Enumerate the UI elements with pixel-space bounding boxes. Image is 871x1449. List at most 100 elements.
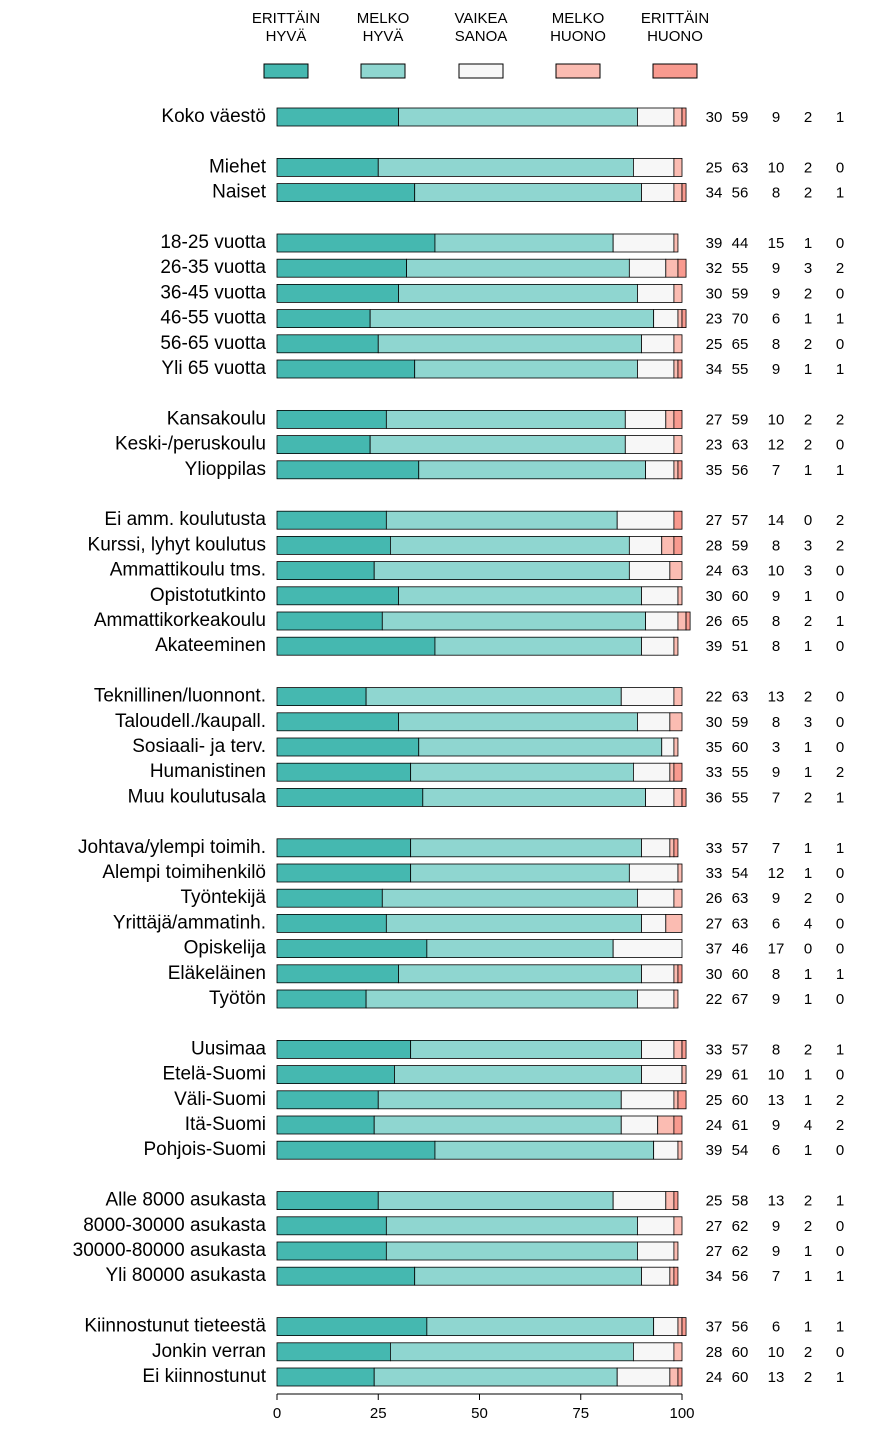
bar-segment <box>276 183 416 203</box>
bar-segment <box>645 460 675 480</box>
category-label: Työntekijä <box>180 887 266 908</box>
value-label: 1 <box>804 588 812 605</box>
category-label: Väli-Suomi <box>174 1089 266 1110</box>
bar-segment <box>276 359 416 379</box>
category-label: Taloudell./kaupall. <box>115 711 266 732</box>
bar-segment <box>681 107 687 127</box>
value-label: 12 <box>768 437 785 454</box>
bar-segment <box>673 636 679 656</box>
value-label: 2 <box>804 109 812 126</box>
bar-segment <box>276 107 399 127</box>
category-label: Ei amm. koulutusta <box>104 509 266 530</box>
bar-segment <box>645 611 679 631</box>
value-label: 2 <box>836 1117 844 1134</box>
bar-segment <box>673 107 683 127</box>
bar-segment <box>673 183 683 203</box>
value-label: 62 <box>732 1243 749 1260</box>
category-label: Akateeminen <box>155 635 266 656</box>
value-label: 9 <box>772 588 780 605</box>
bar-segment <box>385 1241 638 1261</box>
legend-label: VAIKEA SANOA <box>454 10 508 45</box>
x-tick-label: 75 <box>572 1405 589 1422</box>
bar-segment <box>276 1065 395 1084</box>
value-label: 59 <box>732 714 749 731</box>
bar-segment <box>673 334 683 354</box>
value-label: 56 <box>732 462 749 479</box>
bar-segment <box>276 510 387 530</box>
value-label: 61 <box>732 1117 749 1134</box>
value-label: 13 <box>768 689 785 706</box>
bar-segment <box>653 309 679 329</box>
bar-segment <box>276 611 383 631</box>
value-label: 1 <box>804 764 812 781</box>
bar-segment <box>677 460 683 480</box>
value-label: 7 <box>772 1268 780 1285</box>
legend-swatch <box>458 63 504 79</box>
value-label: 10 <box>768 563 785 580</box>
bar-segment <box>276 636 436 656</box>
value-label: 9 <box>772 1117 780 1134</box>
value-label: 34 <box>706 361 723 378</box>
bar-segment <box>276 586 399 606</box>
bar-segment <box>637 1216 675 1236</box>
bar-segment <box>276 1040 412 1059</box>
value-label: 9 <box>772 991 780 1008</box>
x-tick-label: 25 <box>370 1405 387 1422</box>
value-label: 28 <box>706 537 723 554</box>
bar-segment <box>673 1342 683 1362</box>
bar-segment <box>377 334 642 354</box>
bar-segment <box>276 1367 375 1387</box>
category-label: Koko väestö <box>161 106 266 127</box>
bar-segment <box>673 1191 679 1210</box>
value-label: 1 <box>804 361 812 378</box>
value-label: 4 <box>804 915 812 932</box>
bar-segment <box>276 1090 379 1110</box>
value-label: 6 <box>772 311 780 328</box>
bar-segment <box>673 536 683 555</box>
bar-segment <box>276 863 412 883</box>
bar-segment <box>653 1317 679 1336</box>
value-label: 7 <box>772 840 780 857</box>
value-label: 1 <box>836 1268 844 1285</box>
value-label: 60 <box>732 1369 749 1386</box>
bar-segment <box>673 1090 679 1110</box>
value-label: 2 <box>804 689 812 706</box>
category-label: Työtön <box>209 988 266 1009</box>
value-label: 3 <box>804 537 812 554</box>
bar-segment <box>276 334 379 354</box>
value-label: 46 <box>732 941 749 958</box>
value-label: 8 <box>772 638 780 655</box>
category-label: Humanistinen <box>150 761 266 782</box>
value-label: 56 <box>732 185 749 202</box>
value-label: 15 <box>768 235 785 252</box>
legend-label: ERITTÄIN HYVÄ <box>251 10 321 45</box>
value-label: 2 <box>804 285 812 302</box>
value-label: 2 <box>804 336 812 353</box>
value-label: 56 <box>732 1268 749 1285</box>
value-label: 1 <box>804 840 812 857</box>
bar-segment <box>398 964 642 984</box>
bar-segment <box>385 510 618 530</box>
value-label: 0 <box>836 1218 844 1235</box>
bar-segment <box>673 157 683 177</box>
value-label: 67 <box>732 991 749 1008</box>
category-label: Yli 80000 asukasta <box>105 1265 266 1286</box>
bar-segment <box>612 1191 667 1210</box>
category-label: 18-25 vuotta <box>160 232 266 253</box>
bar-segment <box>673 1241 679 1261</box>
value-label: 1 <box>836 462 844 479</box>
bar-segment <box>414 1266 642 1286</box>
value-label: 1 <box>836 311 844 328</box>
bar-segment <box>637 359 675 379</box>
value-label: 10 <box>768 1067 785 1084</box>
value-label: 0 <box>804 512 812 529</box>
value-label: 13 <box>768 1092 785 1109</box>
value-label: 61 <box>732 1067 749 1084</box>
bar-segment <box>612 233 675 253</box>
value-label: 1 <box>804 1319 812 1336</box>
bar-segment <box>276 258 408 278</box>
value-label: 51 <box>732 638 749 655</box>
bar-segment <box>373 561 630 580</box>
bar-segment <box>653 1140 679 1160</box>
value-label: 35 <box>706 739 723 756</box>
